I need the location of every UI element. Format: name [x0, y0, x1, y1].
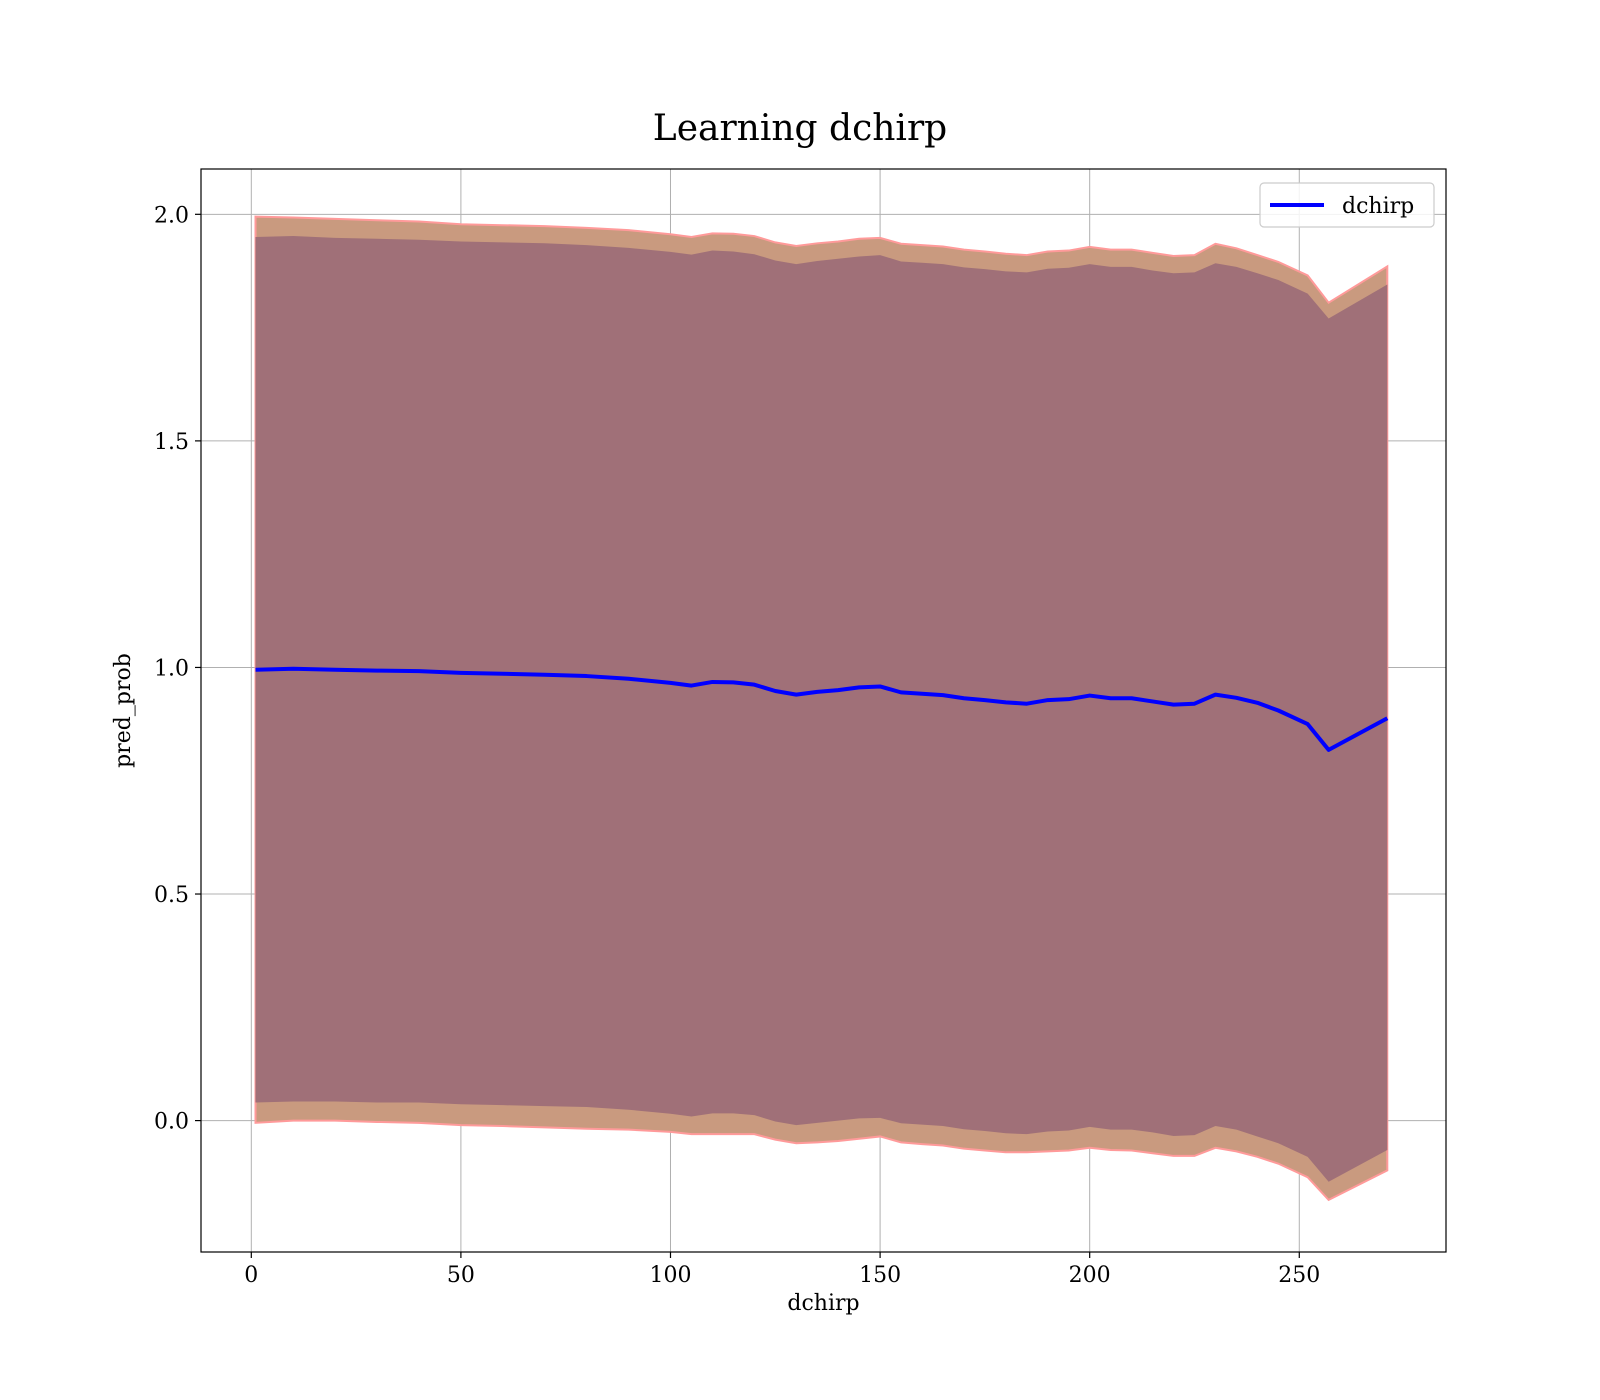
y-tick-label: 0.0: [154, 1110, 189, 1135]
confidence-bands: [254, 215, 1389, 1202]
x-tick-label: 200: [1069, 1263, 1111, 1288]
y-tick-label: 1.5: [154, 430, 189, 455]
chart-title: Learning dchirp: [653, 108, 947, 149]
x-axis-label: dchirp: [787, 1291, 859, 1316]
y-tick-label: 2.0: [154, 203, 189, 228]
legend-box: [1259, 182, 1435, 228]
series-line-dchirp: [255, 666, 1389, 752]
x-tick-label: 150: [859, 1263, 901, 1288]
x-tick-label: 50: [447, 1263, 475, 1288]
y-axis-label: pred_prob: [111, 653, 136, 768]
legend: dchirp: [1259, 182, 1435, 228]
inner-band: [255, 236, 1388, 1182]
x-tick-label: 100: [649, 1263, 691, 1288]
plot-frame: [200, 168, 1447, 1253]
x-axis-ticks: 0 50 100 150 200 250: [244, 1252, 1320, 1288]
series-lines: [255, 666, 1389, 752]
y-axis-ticks: 0.0 0.5 1.0 1.5 2.0: [154, 203, 201, 1135]
x-tick-label: 250: [1278, 1263, 1320, 1288]
legend-entry-dchirp: dchirp: [1342, 194, 1414, 219]
y-tick-label: 0.5: [154, 883, 189, 908]
y-tick-label: 1.0: [154, 656, 189, 681]
x-tick-label: 0: [244, 1263, 258, 1288]
